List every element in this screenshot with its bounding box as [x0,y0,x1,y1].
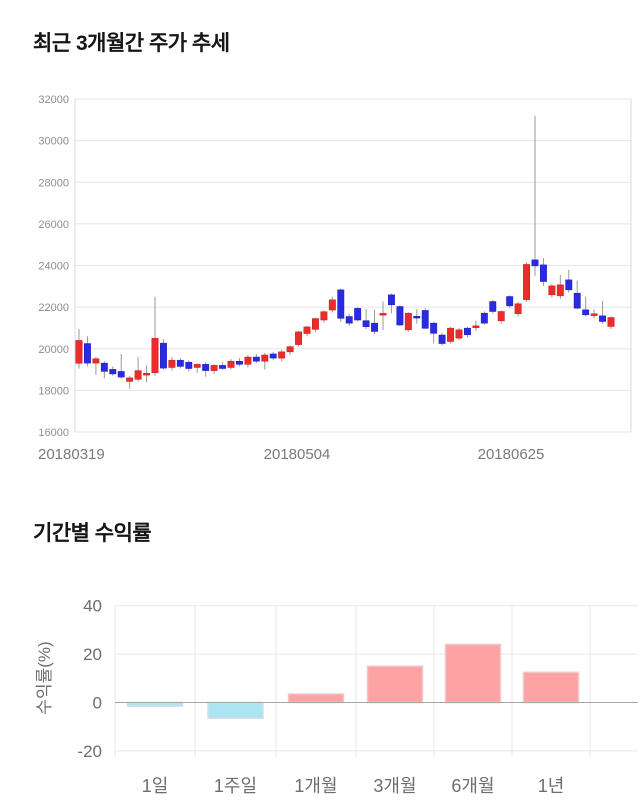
candle-body [83,343,91,364]
y-axis-tick-label: 20 [83,645,102,664]
candle-body [396,306,404,326]
candle-body [506,296,514,307]
x-axis-category-label: 3개월 [373,776,416,796]
x-axis-category-label: 6개월 [451,776,494,796]
candle-body [75,340,83,364]
candle-body [261,354,269,362]
y-axis-tick-label: 22000 [38,302,69,314]
candle-body [362,320,370,327]
candle-body [126,377,134,382]
candle-body [100,362,108,372]
candle-body [514,303,522,315]
candle-body [371,322,379,332]
y-axis-tick-label: 30000 [38,136,69,148]
candle-body [573,292,581,309]
candle-body [387,294,395,306]
candle-body [497,311,505,322]
candle-body [413,316,421,319]
return-bar [287,693,345,704]
y-axis-title: 수익률(%) [35,641,54,714]
candle-body [556,284,564,297]
candle-body [472,325,480,328]
y-axis-tick-label: 16000 [38,427,69,439]
candle-body [463,327,471,336]
candle-body [531,259,539,267]
candle-body [168,359,176,368]
return-bar [126,701,184,707]
x-axis-date-label: 20180504 [264,446,331,463]
candle-body [295,331,303,345]
y-axis-tick-label: -20 [77,742,102,761]
x-axis-category-label: 1주일 [214,776,257,796]
x-axis-category-label: 1년 [538,776,565,796]
candle-body [337,289,345,319]
candle-body [447,327,455,342]
candle-body [252,356,260,362]
candle-body [269,353,277,359]
candle-body [219,365,227,369]
candle-body [151,338,159,373]
candle-body [244,356,252,365]
candle-body [421,310,429,329]
candle-body [159,342,167,369]
candle-body [607,317,615,327]
candle-body [455,329,463,339]
candle-body [202,364,210,371]
y-axis-tick-label: 26000 [38,219,69,231]
candle-body [143,373,151,376]
candle-body [320,311,328,321]
candle-body [548,285,556,296]
y-axis-tick-label: 32000 [38,94,69,106]
y-axis-tick-label: 24000 [38,261,69,273]
candle-body [117,371,125,378]
return-bar [366,665,424,704]
candle-body [480,312,488,324]
y-axis-tick-label: 40 [83,597,102,616]
returns-chart-title: 기간별 수익률 [33,522,152,545]
candle-body [311,318,319,330]
candle-body [92,358,100,364]
candle-body [328,299,336,311]
candle-body [134,370,142,380]
y-axis-tick-label: 18000 [38,385,69,397]
x-axis-date-label: 20180625 [478,446,545,463]
x-axis-date-label: 20180319 [38,446,105,463]
candle-body [185,362,193,369]
candle-body [582,309,590,316]
candle-body [227,360,235,368]
candle-body [176,359,184,367]
returns-bar-chart: 40 20 0 -20 수익률(%) 1일 1주일 1개월 3개월 6개월 1년 [35,597,638,796]
candle-body [303,326,311,334]
return-bar [444,643,502,704]
return-bar [207,701,264,719]
y-axis-tick-label: 20000 [38,344,69,356]
price-candlestick-chart: 32000 30000 28000 26000 24000 22000 20000 18000… [38,94,632,463]
y-axis-tick-label: 28000 [38,177,69,189]
candle-body [379,313,387,316]
candle-body [210,365,218,371]
candle-body [430,322,438,334]
x-axis-category-label: 1일 [142,776,169,796]
candle-body [565,279,573,291]
candle-body [235,360,243,365]
candle-body [489,301,497,312]
candle-body [109,369,117,375]
return-bar [522,671,580,704]
candle-body [278,351,286,359]
candle-body [286,346,294,353]
candle-body [523,264,531,300]
candle-body [354,308,362,321]
candle-body [404,312,412,331]
candle-body [590,313,598,316]
x-axis-category-label: 1개월 [294,776,337,796]
y-axis-tick-label: 0 [93,694,102,713]
candle-body [599,315,607,322]
candle-body [345,316,353,324]
candle-body [539,264,547,282]
candle-body [193,364,201,368]
price-chart-title: 최근 3개월간 주가 추세 [33,32,230,55]
candle-body [438,334,446,344]
